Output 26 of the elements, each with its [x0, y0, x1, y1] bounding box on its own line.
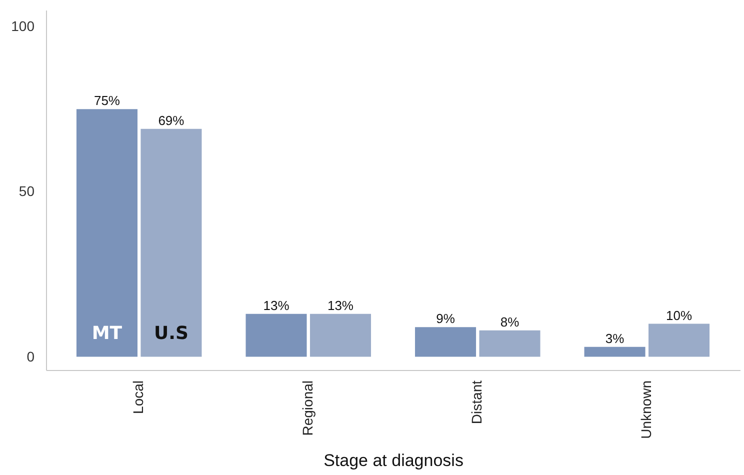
series-label: MT: [92, 322, 123, 344]
bar: [415, 327, 476, 357]
bar: [140, 128, 202, 357]
x-tick-label: Regional: [299, 380, 316, 436]
data-label: 13%: [263, 298, 290, 313]
bar: [648, 324, 710, 357]
y-tick-label: 100: [11, 18, 35, 34]
data-label: 69%: [158, 112, 185, 128]
data-label: 3%: [605, 330, 625, 346]
bar: [479, 330, 540, 357]
data-label: 10%: [666, 308, 692, 323]
bar: [246, 314, 307, 357]
data-label: 75%: [94, 93, 120, 108]
data-label: 9%: [436, 311, 456, 326]
bar: [584, 346, 646, 357]
x-tick-label: Local: [130, 380, 146, 414]
series-label: U.S: [154, 322, 188, 344]
x-tick-label: Distant: [468, 380, 485, 424]
data-label: 13%: [327, 298, 354, 313]
data-label: 8%: [500, 314, 520, 330]
bar: [310, 314, 371, 357]
y-tick-label: 50: [18, 183, 35, 200]
y-tick-label: 0: [26, 348, 35, 364]
x-axis-title: Stage at diagnosis: [324, 450, 464, 470]
bar: [76, 109, 138, 357]
x-tick-label: Unknown: [638, 380, 654, 439]
